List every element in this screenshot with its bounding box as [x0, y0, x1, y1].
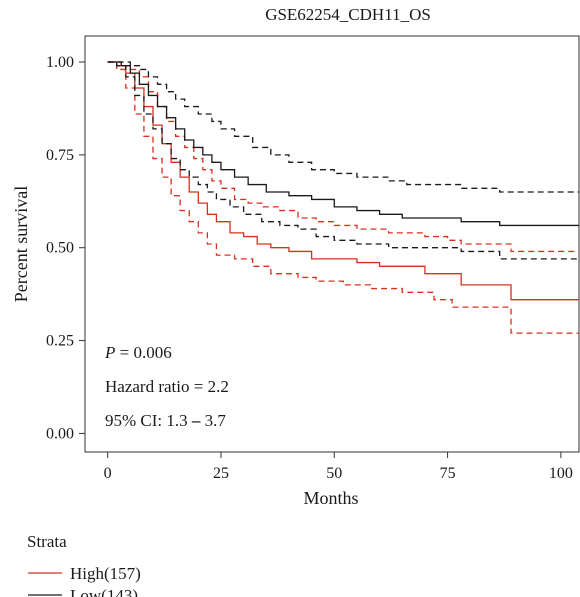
ci-suffix: 3.7 — [200, 411, 226, 430]
x-tick-label: 0 — [104, 465, 112, 482]
y-tick-label: 0.75 — [46, 147, 74, 164]
y-tick-label: 0.50 — [46, 240, 74, 257]
legend-label: Low(143) — [70, 586, 138, 597]
curve-low-lower-95-ci — [107, 61, 579, 260]
x-axis-title: Months — [303, 488, 358, 508]
x-tick-label: 100 — [549, 465, 573, 482]
curve-high-upper-95-ci — [107, 61, 579, 253]
p-value-annotation: P = 0.006 — [104, 343, 172, 362]
ci-prefix: 95% CI: 1.3 — [105, 411, 192, 430]
legend: High(157) Low(143) — [28, 564, 141, 597]
legend-label: High(157) — [70, 564, 141, 583]
p-label: P — [104, 343, 115, 362]
y-axis: 0.00 0.25 0.50 0.75 1.00 — [46, 54, 85, 442]
x-tick-label: 25 — [213, 465, 229, 482]
y-tick-label: 0.25 — [46, 333, 74, 350]
curve-low-upper-95-ci — [107, 61, 579, 193]
curve-low-143 — [107, 61, 579, 227]
p-value: = 0.006 — [115, 343, 171, 362]
x-axis: 0 25 50 75 100 — [104, 452, 573, 482]
ci-dash: – — [191, 411, 201, 430]
chart-title: GSE62254_CDH11_OS — [265, 5, 431, 24]
plot-frame — [84, 35, 580, 453]
x-tick-label: 75 — [440, 465, 456, 482]
ci-annotation: 95% CI: 1.3 – 3.7 — [105, 411, 226, 430]
survival-curves — [107, 61, 579, 334]
curve-high-lower-95-ci — [107, 61, 579, 334]
legend-title: Strata — [27, 532, 67, 551]
y-axis-title: Percent survival — [11, 186, 31, 302]
x-tick-label: 50 — [326, 465, 342, 482]
curve-high-157 — [107, 61, 579, 301]
y-tick-label: 0.00 — [46, 425, 74, 442]
y-tick-label: 1.00 — [46, 54, 74, 71]
hazard-ratio-annotation: Hazard ratio = 2.2 — [105, 377, 229, 396]
